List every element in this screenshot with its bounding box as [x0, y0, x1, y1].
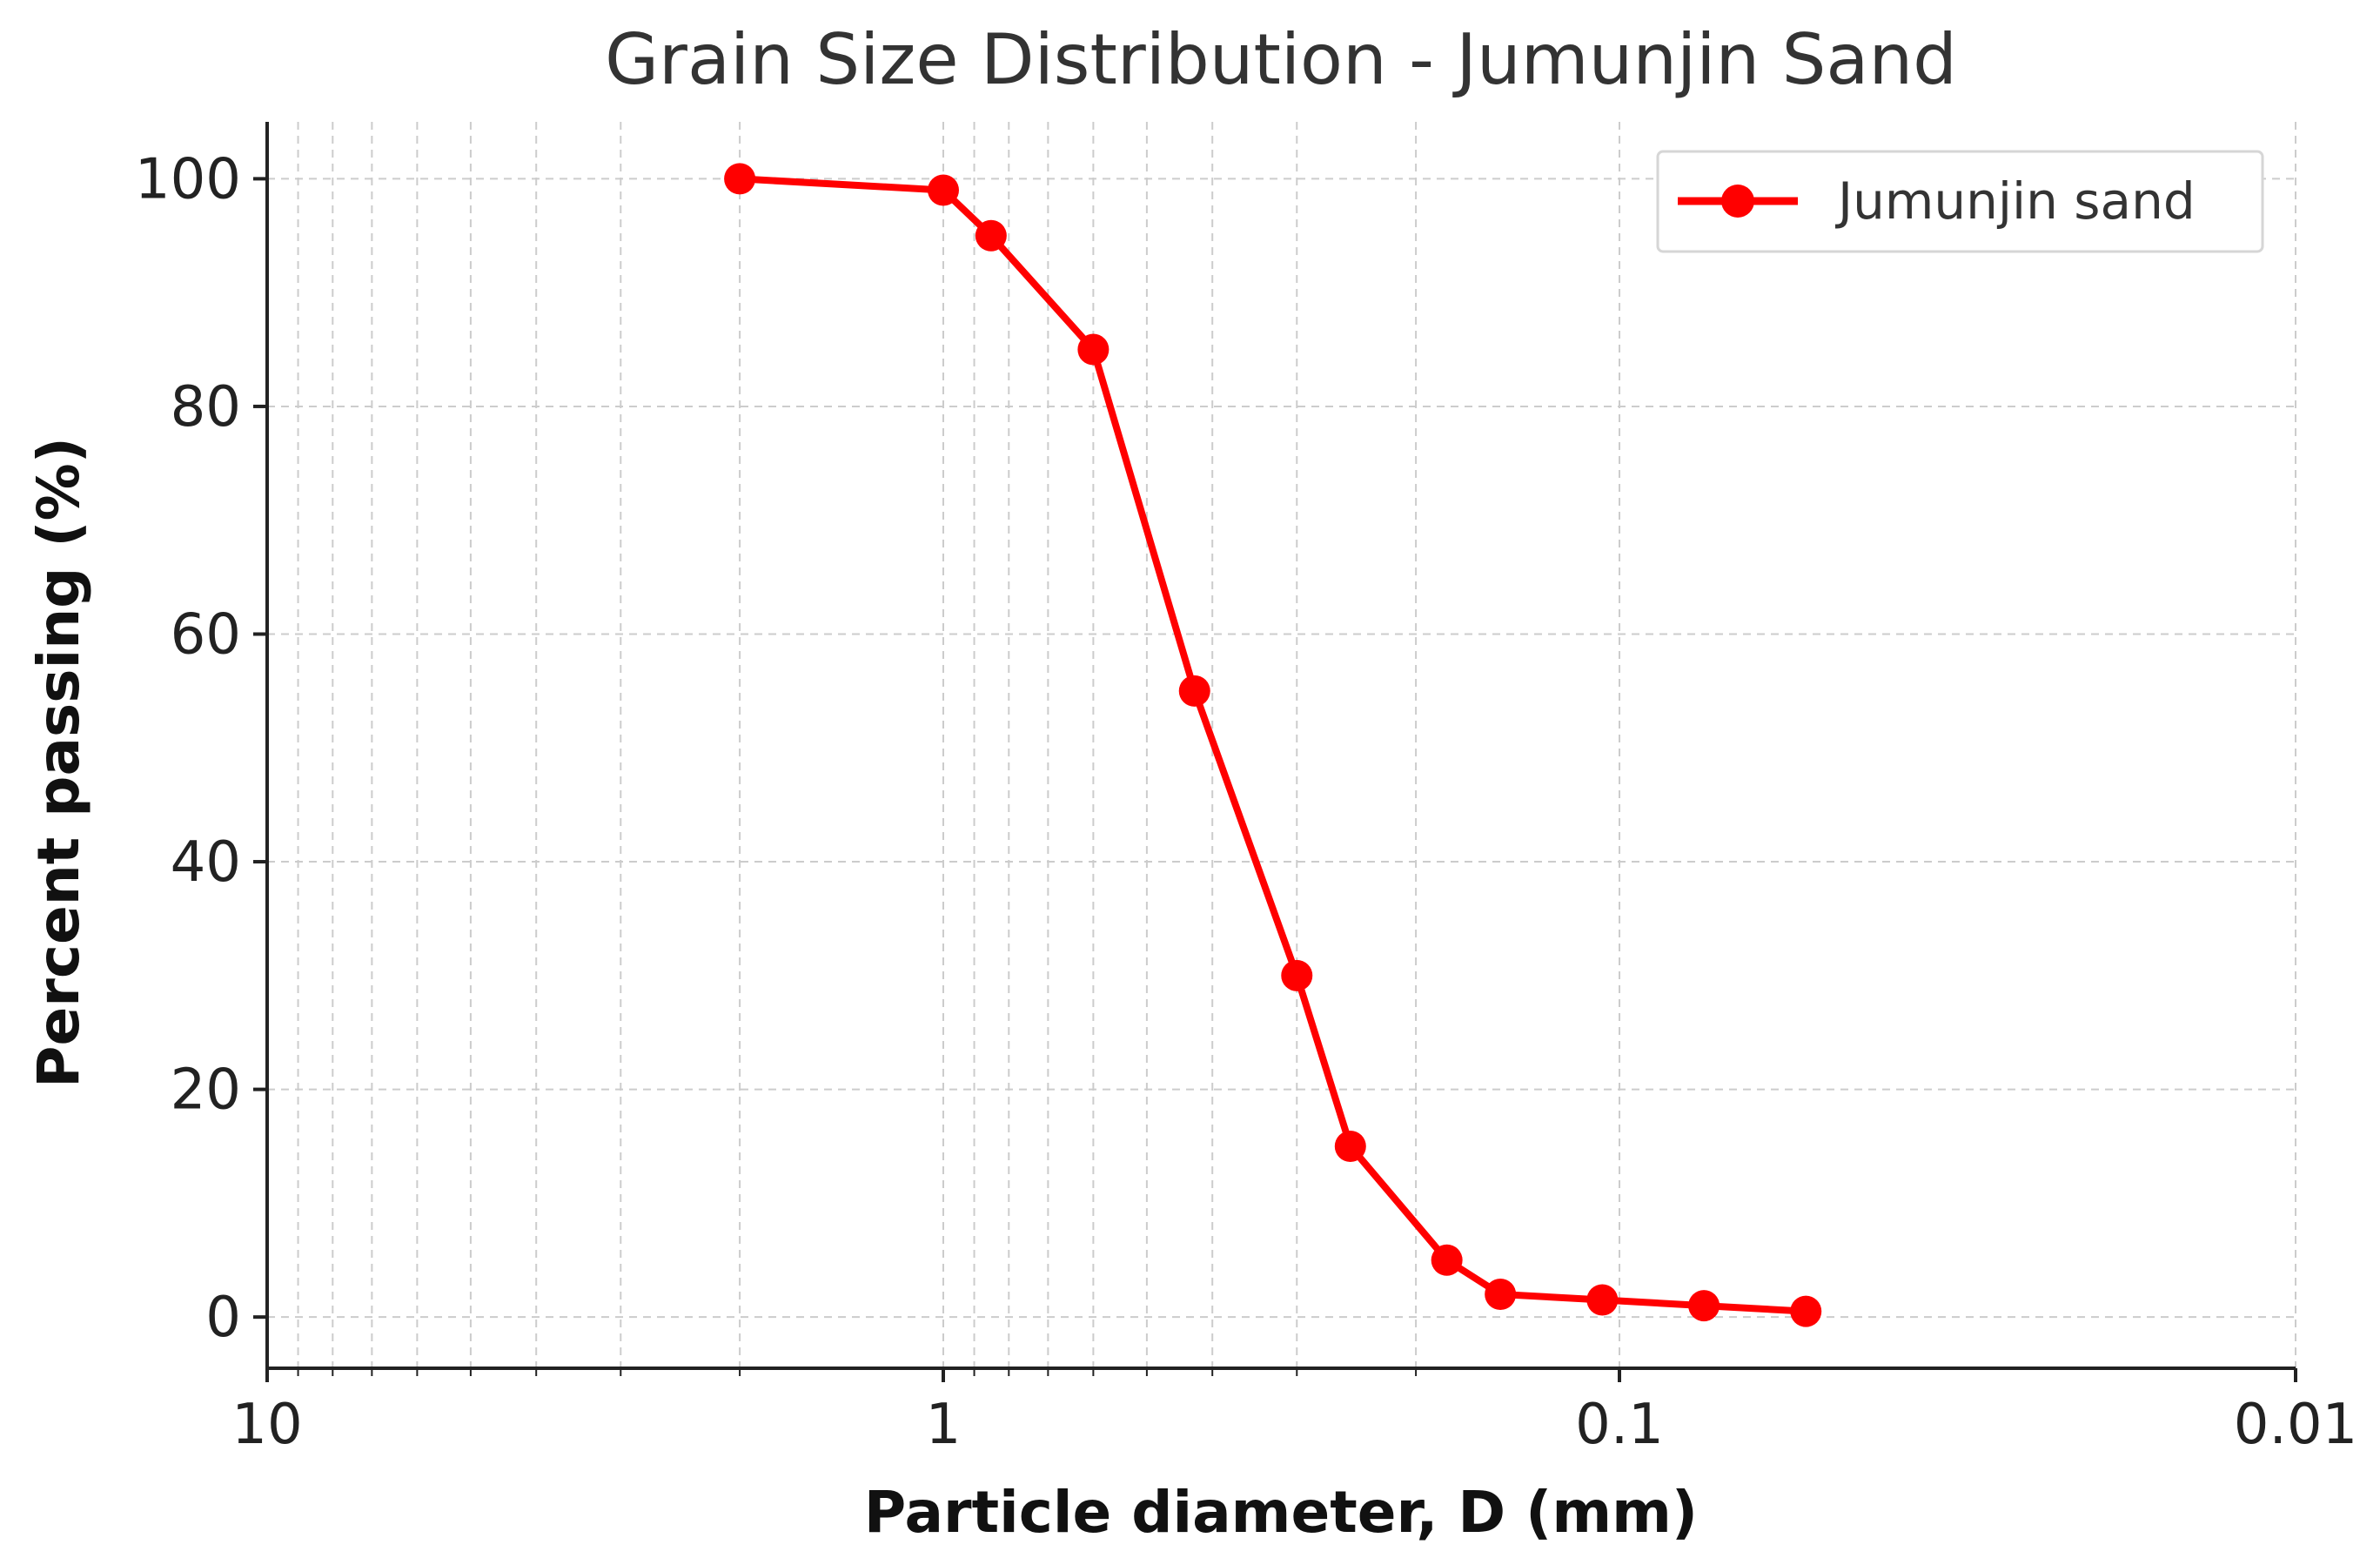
data-series: [724, 163, 1822, 1327]
y-tick-label: 100: [135, 147, 241, 212]
data-point-marker: [1077, 333, 1110, 366]
tick-marks: [253, 177, 2297, 1382]
x-tick-label: 0.1: [1575, 1393, 1664, 1457]
data-point-marker: [1178, 675, 1210, 707]
data-point-marker: [1790, 1295, 1822, 1327]
legend: Jumunjin sand: [1656, 150, 2264, 253]
x-tick-label: 0.01: [2234, 1393, 2358, 1457]
y-tick-label: 60: [171, 602, 241, 667]
y-tick-label: 20: [171, 1058, 241, 1123]
x-axis-label: Particle diameter, D (mm): [864, 1479, 1698, 1546]
legend-series-name: Jumunjin sand: [1835, 171, 2196, 231]
chart-title: Grain Size Distribution - Jumunjin Sand: [605, 19, 1957, 100]
grid-lines: [266, 122, 2296, 1368]
legend-marker-icon: [1721, 185, 1754, 218]
data-point-marker: [1431, 1244, 1463, 1276]
data-point-marker: [1586, 1284, 1619, 1316]
x-tick-label: 1: [926, 1393, 962, 1457]
y-axis-label: Percent passing (%): [25, 437, 92, 1088]
y-tick-label: 40: [171, 830, 241, 895]
series-line: [739, 175, 1807, 1315]
data-point-marker: [724, 163, 756, 195]
data-point-marker: [1281, 959, 1313, 991]
legend-box: [1656, 150, 2264, 253]
data-point-marker: [1334, 1130, 1366, 1162]
data-point-marker: [928, 174, 959, 206]
x-tick-label: 10: [231, 1393, 302, 1457]
data-point-marker: [1688, 1290, 1720, 1322]
y-tick-label: 0: [205, 1286, 241, 1350]
data-point-marker: [975, 219, 1007, 252]
axes: [265, 122, 2296, 1370]
tick-labels: 0 20 40 60 80 100 10 1 0.1 0.01: [135, 147, 2357, 1457]
data-point-marker: [1485, 1278, 1517, 1310]
y-tick-label: 80: [171, 375, 241, 440]
